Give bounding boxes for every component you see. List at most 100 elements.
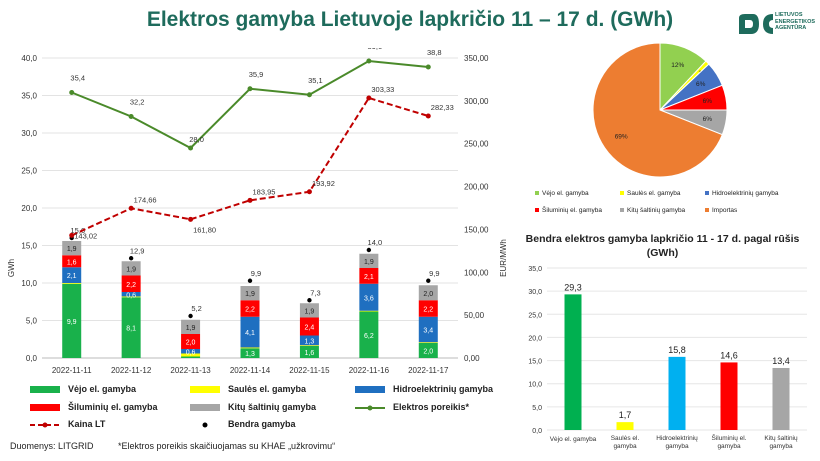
bar <box>720 362 738 430</box>
demand-point <box>188 145 194 151</box>
bar-segment-label: 1,9 <box>245 291 255 298</box>
demand-label: 28,0 <box>189 135 204 144</box>
legend-demand: Elektros poreikis* <box>355 402 469 412</box>
pie-slice-label: 6% <box>696 81 706 88</box>
bar-segment-label: 3,6 <box>364 295 374 302</box>
price-label: 143,02 <box>74 231 97 240</box>
demand-label: 32,2 <box>130 98 145 107</box>
bar-segment <box>240 286 260 301</box>
bar-segment-label: 3,4 <box>423 328 433 335</box>
y2-tick-label: 250,00 <box>464 140 489 149</box>
x-tick-label: 2022-11-14 <box>230 366 271 375</box>
y-axis-label: GWh <box>7 259 16 277</box>
legend-swatch <box>190 386 220 394</box>
bar-segment <box>418 316 438 343</box>
bar-segment <box>62 283 82 284</box>
bar-segment-label: 1,6 <box>305 350 315 357</box>
bar-segment-label: 1,9 <box>67 246 77 253</box>
bar-segment <box>181 353 201 357</box>
bar-segment <box>62 255 82 268</box>
price-label: 282,33 <box>431 103 454 112</box>
x-tick-label: Vėjo el. gamyba <box>550 436 597 443</box>
y-tick-label: 20,0 <box>528 335 542 342</box>
x-tick-label: 2022-11-11 <box>52 366 92 375</box>
bar-value-label: 13,4 <box>772 356 790 366</box>
bar-value-label: 29,3 <box>564 282 582 292</box>
pie-legend-thermal: Šiluminių el. gamyba <box>535 207 602 214</box>
pie-legend-import: Importas <box>705 207 737 214</box>
x-tick-label: 2022-11-15 <box>289 366 330 375</box>
total-point <box>247 278 253 283</box>
bar-segment-label: 9,9 <box>67 319 77 326</box>
bar-segment <box>181 334 201 349</box>
legend-swatch <box>620 191 624 196</box>
bar <box>564 294 582 430</box>
pie-legend-wind: Vėjo el. gamyba <box>535 190 589 197</box>
total-label: 7,3 <box>310 288 320 297</box>
x-tick-label: Šiluminių el. gamyba <box>711 433 746 450</box>
legend-swatch <box>30 386 60 394</box>
bar-value-label: 14,6 <box>720 350 738 360</box>
y-tick-label: 35,0 <box>528 266 542 273</box>
production-chart: 0,0 5,0 10,0 15,0 20,0 25,0 30,0 35,0 40,0 0,00 50… <box>7 48 508 375</box>
legend-other: Kitų šaltinių gamyba <box>190 402 316 412</box>
bar-segment <box>240 347 260 349</box>
x-tick-label: 2022-11-13 <box>170 366 211 375</box>
logo-text: LIETUVOS ENERGETIKOS AGENTŪRA <box>775 12 816 31</box>
price-line <box>71 96 429 237</box>
price-point <box>69 232 75 238</box>
pie-slice-label: 6% <box>703 98 713 105</box>
x-tick-label: Hidroelektrinių gamyba <box>656 435 698 450</box>
bar-segment-label: 2,2 <box>126 282 136 289</box>
demand-point <box>247 86 253 92</box>
bar-segment <box>121 275 141 292</box>
legend-swatch <box>190 404 220 412</box>
legend-swatch <box>705 208 709 213</box>
price-point <box>306 189 312 195</box>
x-tick-label: Kitų šaltinių gamyba <box>764 435 798 450</box>
total-label: 12,9 <box>130 246 145 255</box>
y-tick-label: 10,0 <box>21 279 37 288</box>
pie-legend-hydro: Hidroelektrinių gamyba <box>705 190 778 197</box>
pie-legend-other: Kitų šaltinių gamyba <box>620 207 685 214</box>
bar-segment-label: 0,6 <box>126 292 136 299</box>
legend-total: Bendra gamyba <box>190 419 296 429</box>
bar-segment <box>299 303 319 318</box>
price-point <box>366 95 372 101</box>
bar-segment <box>359 253 379 268</box>
total-label: 15,6 <box>70 226 85 235</box>
bar-segment <box>299 345 319 346</box>
total-label: 9,9 <box>429 269 439 278</box>
legend-swatch <box>535 191 539 196</box>
bar-segment-label: 2,2 <box>423 307 433 314</box>
footnote: *Elektros poreikis skaičiuojamas su KHAE… <box>118 441 336 451</box>
bar-segment-label: 1,9 <box>126 266 136 273</box>
demand-label: 38,8 <box>427 48 442 57</box>
bar-segment-label: 2,2 <box>245 307 255 314</box>
legend-wind: Vėjo el. gamyba <box>30 384 136 394</box>
price-label: 161,80 <box>193 225 216 234</box>
type-chart-title: Bendra elektros gamyba lapkričio 11 - 17… <box>525 233 800 259</box>
demand-label: 35,4 <box>70 74 85 83</box>
total-point <box>188 313 193 319</box>
x-tick-label: 2022-11-16 <box>349 366 390 375</box>
legend-swatch <box>30 404 60 412</box>
bar-segment <box>299 317 319 336</box>
total-label: 5,2 <box>191 304 201 313</box>
legend-swatch <box>705 191 709 196</box>
bar-segment <box>359 268 379 284</box>
demand-label: 35,1 <box>308 76 323 85</box>
price-label: 193,92 <box>312 179 335 188</box>
y2-tick-label: 200,00 <box>464 183 489 192</box>
bar-value-label: 1,7 <box>619 410 632 420</box>
demand-point <box>69 90 75 95</box>
y2-tick-label: 300,00 <box>464 97 489 106</box>
page-title: Elektros gamyba Lietuvoje lapkričio 11 –… <box>146 8 674 31</box>
bar-segment <box>418 343 438 358</box>
bar-segment <box>299 335 319 346</box>
y-tick-label: 0,0 <box>26 354 38 363</box>
y-tick-label: 30,0 <box>528 289 542 296</box>
x-tick-label: 2022-11-17 <box>408 366 449 375</box>
y-tick-label: 0,0 <box>532 428 542 435</box>
bar-segment <box>62 283 82 358</box>
